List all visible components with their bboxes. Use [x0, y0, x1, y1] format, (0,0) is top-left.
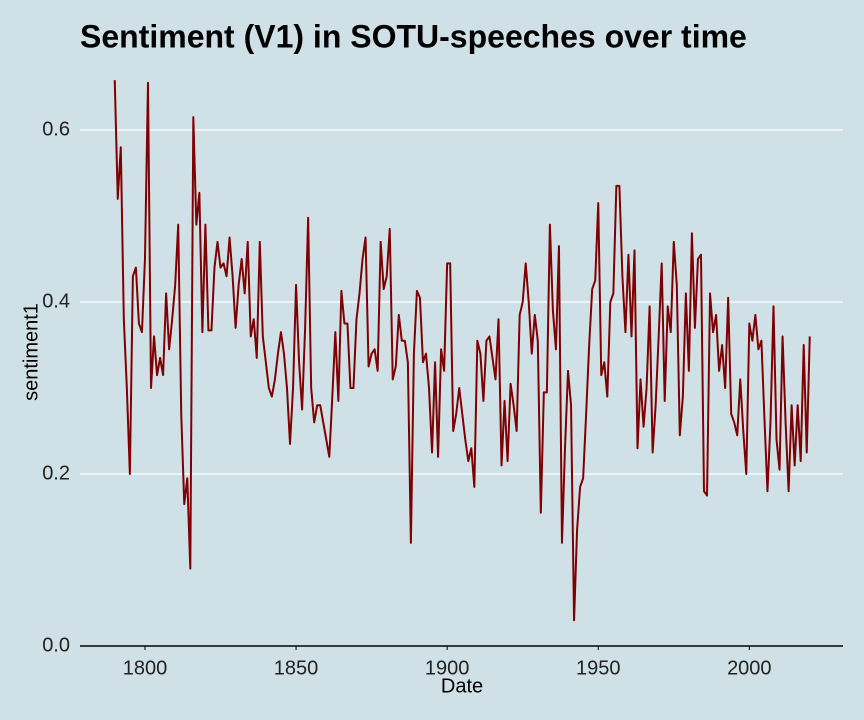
y-axis-title: sentiment1 — [20, 303, 42, 401]
y-tick-label: 0.4 — [42, 290, 70, 312]
data-line — [113, 80, 811, 622]
x-tick-label: 1900 — [425, 657, 470, 679]
y-tick-label: 0.0 — [42, 634, 70, 656]
chart-title: Sentiment (V1) in SOTU-speeches over tim… — [80, 18, 747, 54]
x-tick-label: 2000 — [727, 657, 772, 679]
x-tick-label: 1800 — [123, 657, 168, 679]
y-tick-label: 0.2 — [42, 462, 70, 484]
x-axis-title: Date — [441, 675, 483, 697]
x-tick-label: 1950 — [576, 657, 621, 679]
y-tick-label: 0.6 — [42, 118, 70, 140]
x-tick-label: 1850 — [274, 657, 319, 679]
